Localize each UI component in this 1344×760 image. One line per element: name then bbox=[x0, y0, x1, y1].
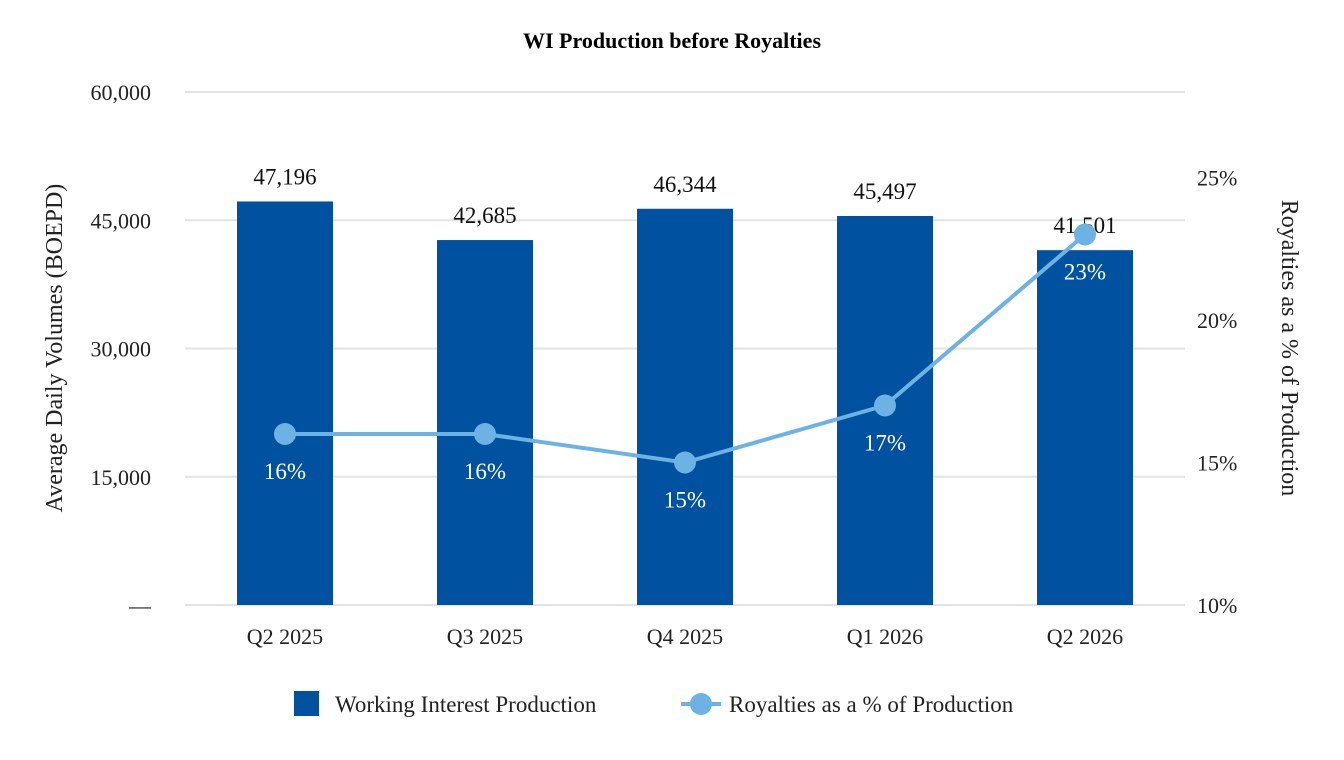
y2-axis-label: Royalties as a % of Production bbox=[1276, 200, 1302, 497]
line-value-label: 17% bbox=[864, 431, 906, 456]
line-value-label: 15% bbox=[664, 488, 706, 513]
bar bbox=[237, 201, 333, 606]
legend-bar-label: Working Interest Production bbox=[335, 692, 597, 717]
y-tick-label: 15,000 bbox=[91, 465, 152, 490]
bar-value-label: 46,344 bbox=[653, 172, 717, 197]
y-axis-label: Average Daily Volumes (BOEPD) bbox=[42, 184, 68, 513]
left-axis-ticks: — 15,000 30,000 45,000 60,000 bbox=[91, 80, 153, 618]
x-tick-label: Q4 2025 bbox=[647, 624, 723, 649]
y2-tick-label: 25% bbox=[1197, 166, 1237, 191]
line-point bbox=[274, 423, 296, 445]
bar bbox=[1037, 250, 1133, 605]
chart-title: WI Production before Royalties bbox=[523, 28, 821, 53]
line-data-labels: 16% 16% 15% 17% 23% bbox=[264, 260, 1106, 513]
line-point bbox=[474, 423, 496, 445]
y-tick-label: 30,000 bbox=[91, 337, 152, 362]
bar bbox=[637, 208, 733, 606]
y-tick-label: 60,000 bbox=[91, 80, 152, 105]
line-point bbox=[1074, 223, 1096, 246]
legend-line-marker bbox=[690, 693, 712, 715]
legend-line-label: Royalties as a % of Production bbox=[729, 692, 1014, 717]
y-tick-label: 45,000 bbox=[91, 208, 152, 233]
x-axis-ticks: Q2 2025 Q3 2025 Q4 2025 Q1 2026 Q2 2026 bbox=[247, 624, 1123, 649]
line-value-label: 16% bbox=[464, 459, 506, 484]
x-tick-label: Q1 2026 bbox=[847, 624, 923, 649]
bar-series bbox=[237, 201, 1133, 606]
x-tick-label: Q3 2025 bbox=[447, 624, 523, 649]
line-point bbox=[874, 394, 896, 417]
x-tick-label: Q2 2025 bbox=[247, 624, 323, 649]
right-axis-ticks: 10% 15% 20% 25% bbox=[1197, 166, 1237, 619]
line-value-label: 16% bbox=[264, 459, 306, 484]
line-value-label: 23% bbox=[1064, 260, 1106, 285]
bar-value-label: 47,196 bbox=[253, 164, 316, 189]
y2-tick-label: 20% bbox=[1197, 308, 1237, 333]
y2-tick-label: 15% bbox=[1197, 451, 1237, 476]
x-tick-label: Q2 2026 bbox=[1047, 624, 1123, 649]
y-tick-label: — bbox=[128, 593, 152, 618]
bar bbox=[437, 240, 533, 605]
line-point bbox=[674, 451, 696, 474]
legend: Working Interest Production Royalties as… bbox=[294, 691, 1014, 717]
bar-value-label: 45,497 bbox=[853, 179, 916, 204]
y2-tick-label: 10% bbox=[1197, 593, 1237, 618]
line-series bbox=[274, 223, 1096, 474]
bar-value-label: 42,685 bbox=[453, 203, 516, 228]
legend-bar-swatch bbox=[294, 691, 319, 716]
